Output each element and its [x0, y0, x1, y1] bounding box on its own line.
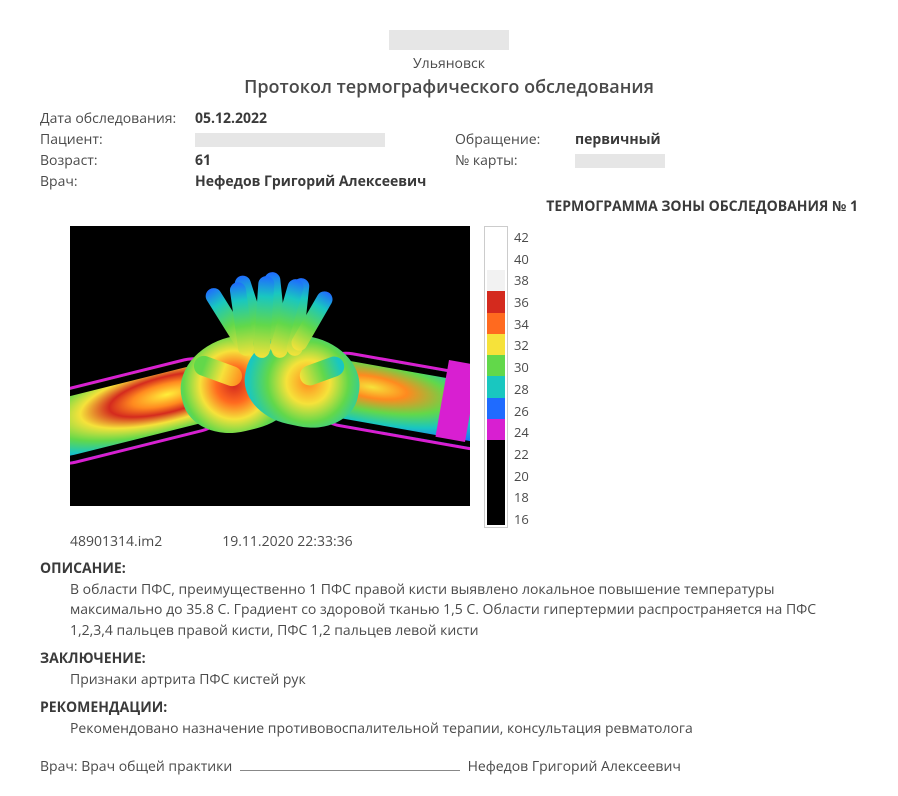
signature-row: Врач: Врач общей практики Нефедов Григор… — [40, 757, 858, 776]
thermogram-section-title: ТЕРМОГРАММА ЗОНЫ ОБСЛЕДОВАНИЯ № 1 — [40, 197, 858, 216]
color-scale-tick: 18 — [514, 488, 529, 506]
date-label: Дата обследования: — [40, 109, 195, 128]
color-scale-segment — [487, 270, 505, 291]
date-value: 05.12.2022 — [195, 109, 455, 128]
color-scale-tick: 42 — [514, 228, 529, 246]
city: Ульяновск — [40, 54, 858, 73]
conclusion-head: ЗАКЛЮЧЕНИЕ: — [40, 649, 858, 668]
meta-grid: Дата обследования: 05.12.2022 Пациент: О… — [40, 109, 858, 191]
report-title: Протокол термографического обследования — [40, 75, 858, 99]
color-scale-segment — [487, 483, 505, 504]
color-scale-segment — [487, 334, 505, 355]
color-scale-segment — [487, 291, 505, 312]
color-scale-bar — [484, 226, 508, 528]
signature-prefix: Врач: Врач общей практики — [40, 757, 232, 776]
thermogram-caption: 48901314.im2 19.11.2020 22:33:36 — [70, 532, 858, 551]
patient-label: Пациент: — [40, 130, 195, 149]
color-scale-tick: 28 — [514, 380, 529, 398]
conclusion-body: Признаки артрита ПФС кистей рук — [70, 670, 858, 690]
color-scale-tick: 32 — [514, 336, 529, 354]
visit-label: Обращение: — [455, 130, 575, 149]
description-head: ОПИСАНИЕ: — [40, 559, 858, 578]
age-label: Возраст: — [40, 151, 195, 170]
org-name-redacted — [389, 30, 509, 50]
color-scale-segment — [487, 249, 505, 270]
color-scale-segment — [487, 419, 505, 440]
color-scale-segment — [487, 355, 505, 376]
color-scale-segment — [487, 440, 505, 461]
description-body: В области ПФС, преимущественно 1 ПФС пра… — [70, 580, 858, 641]
signature-line — [240, 770, 460, 771]
color-scale-tick: 38 — [514, 271, 529, 289]
report-header: Ульяновск Протокол термографического обс… — [40, 30, 858, 99]
age-value: 61 — [195, 151, 455, 170]
card-label: № карты: — [455, 151, 575, 170]
color-scale-segment — [487, 461, 505, 482]
color-scale: 42 40 38 36 34 32 30 28 26 24 22 20 18 16 — [484, 226, 529, 528]
color-scale-labels: 42 40 38 36 34 32 30 28 26 24 22 20 18 16 — [514, 226, 529, 528]
color-scale-segment — [487, 504, 505, 525]
color-scale-segment — [487, 313, 505, 334]
color-scale-segment — [487, 398, 505, 419]
color-scale-tick: 22 — [514, 445, 529, 463]
recommend-head: РЕКОМЕНДАЦИИ: — [40, 698, 858, 717]
patient-value-redacted — [195, 130, 455, 149]
thermogram-image — [70, 226, 470, 506]
doctor-value: Нефедов Григорий Алексеевич — [195, 172, 735, 191]
doctor-label: Врач: — [40, 172, 195, 191]
color-scale-tick: 16 — [514, 510, 529, 528]
visit-value: первичный — [575, 130, 735, 149]
report-page: Ульяновск Протокол термографического обс… — [0, 0, 898, 796]
recommend-body: Рекомендовано назначение противовоспалит… — [70, 719, 858, 739]
color-scale-tick: 20 — [514, 467, 529, 485]
card-value-redacted — [575, 151, 735, 170]
color-scale-tick: 36 — [514, 293, 529, 311]
thermogram-row: 42 40 38 36 34 32 30 28 26 24 22 20 18 16 — [70, 226, 858, 528]
color-scale-tick: 40 — [514, 250, 529, 268]
color-scale-tick: 24 — [514, 423, 529, 441]
color-scale-segment — [487, 376, 505, 397]
color-scale-tick: 30 — [514, 358, 529, 376]
thermogram-filename: 48901314.im2 — [70, 532, 162, 551]
thermogram-timestamp: 19.11.2020 22:33:36 — [222, 532, 352, 551]
signature-name: Нефедов Григорий Алексеевич — [468, 757, 681, 776]
color-scale-tick: 34 — [514, 315, 529, 333]
color-scale-tick: 26 — [514, 402, 529, 420]
